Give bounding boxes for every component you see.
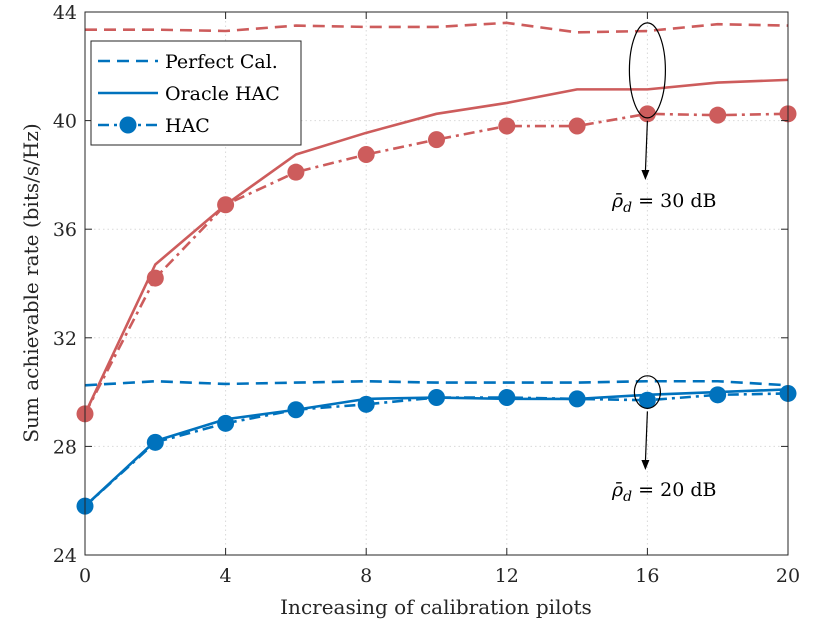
data-point bbox=[498, 117, 516, 135]
data-point bbox=[428, 131, 445, 149]
annotation-1: ρ̄d = 20 dB bbox=[611, 375, 716, 505]
series-line bbox=[83, 78, 789, 415]
legend-entry-1: Oracle HAC bbox=[98, 83, 280, 105]
x-tick-label: 8 bbox=[360, 565, 372, 587]
legend-label: HAC bbox=[165, 115, 210, 137]
series-0 bbox=[85, 21, 789, 34]
y-tick-label: 44 bbox=[53, 2, 77, 24]
legend: Perfect Cal. Oracle HAC HAC bbox=[90, 40, 302, 146]
annotation-ellipse bbox=[633, 375, 662, 409]
legend-label: Oracle HAC bbox=[165, 83, 280, 105]
series-5 bbox=[76, 384, 797, 515]
annotation-arrowhead bbox=[641, 460, 650, 470]
data-point bbox=[498, 389, 516, 407]
data-point bbox=[709, 106, 727, 124]
x-tick-label: 20 bbox=[776, 565, 800, 587]
data-point bbox=[146, 269, 164, 287]
data-point bbox=[287, 163, 305, 181]
x-tick-label: 12 bbox=[495, 565, 519, 587]
y-tick-label: 28 bbox=[53, 436, 77, 458]
data-point bbox=[357, 395, 375, 413]
annotation-ellipse bbox=[628, 22, 667, 119]
y-tick-label: 32 bbox=[53, 328, 77, 350]
x-tick-label: 16 bbox=[635, 565, 659, 587]
data-point bbox=[638, 105, 656, 123]
data-point bbox=[217, 196, 235, 214]
annotation-layer: ρ̄d = 30 dBρ̄d = 20 dB bbox=[611, 22, 716, 505]
series-1 bbox=[83, 78, 789, 415]
annotation-0: ρ̄d = 30 dB bbox=[611, 22, 716, 216]
annotation-value: = 20 dB bbox=[638, 479, 716, 501]
annotation-arrow bbox=[644, 120, 648, 173]
data-point bbox=[568, 390, 586, 408]
data-point bbox=[287, 401, 305, 419]
y-tick-label: 40 bbox=[53, 111, 77, 133]
data-point bbox=[568, 117, 586, 135]
x-axis-ticks: 0 4 8 12 16 20 bbox=[79, 12, 800, 587]
data-point bbox=[709, 386, 727, 404]
x-axis-label: Increasing of calibration pilots bbox=[280, 595, 592, 619]
legend-label: Perfect Cal. bbox=[165, 51, 278, 73]
annotation-subscript: d bbox=[623, 489, 632, 505]
y-tick-label: 36 bbox=[53, 219, 77, 241]
data-point bbox=[357, 146, 375, 164]
data-point bbox=[428, 389, 445, 407]
annotation-subscript: d bbox=[623, 200, 632, 216]
series-layer bbox=[76, 21, 797, 515]
legend-entry-2: HAC bbox=[98, 115, 210, 137]
series-line bbox=[85, 21, 789, 34]
legend-marker bbox=[119, 116, 137, 134]
annotation-value: = 30 dB bbox=[638, 190, 716, 212]
annotation-symbol: ρ̄ bbox=[611, 190, 624, 212]
x-tick-label: 0 bbox=[79, 565, 91, 587]
data-point bbox=[146, 433, 164, 451]
annotation-symbol: ρ̄ bbox=[611, 479, 624, 501]
y-axis-label: Sum achievable rate (bits/s/Hz) bbox=[19, 123, 43, 442]
data-point bbox=[638, 391, 656, 409]
annotation-arrow bbox=[644, 411, 648, 463]
x-tick-label: 4 bbox=[220, 565, 232, 587]
series-line bbox=[83, 112, 789, 415]
series-3 bbox=[84, 379, 789, 387]
annotation-arrowhead bbox=[641, 170, 650, 180]
annotation-label: ρ̄d = 20 dB bbox=[611, 479, 716, 505]
data-point bbox=[217, 414, 235, 432]
annotation-label: ρ̄d = 30 dB bbox=[611, 190, 716, 216]
series-line bbox=[84, 379, 789, 387]
y-tick-label: 24 bbox=[53, 545, 77, 567]
legend-entry-0: Perfect Cal. bbox=[98, 51, 278, 73]
y-axis-ticks: 24 28 32 36 40 44 bbox=[53, 2, 788, 567]
plot-frame bbox=[84, 11, 789, 556]
